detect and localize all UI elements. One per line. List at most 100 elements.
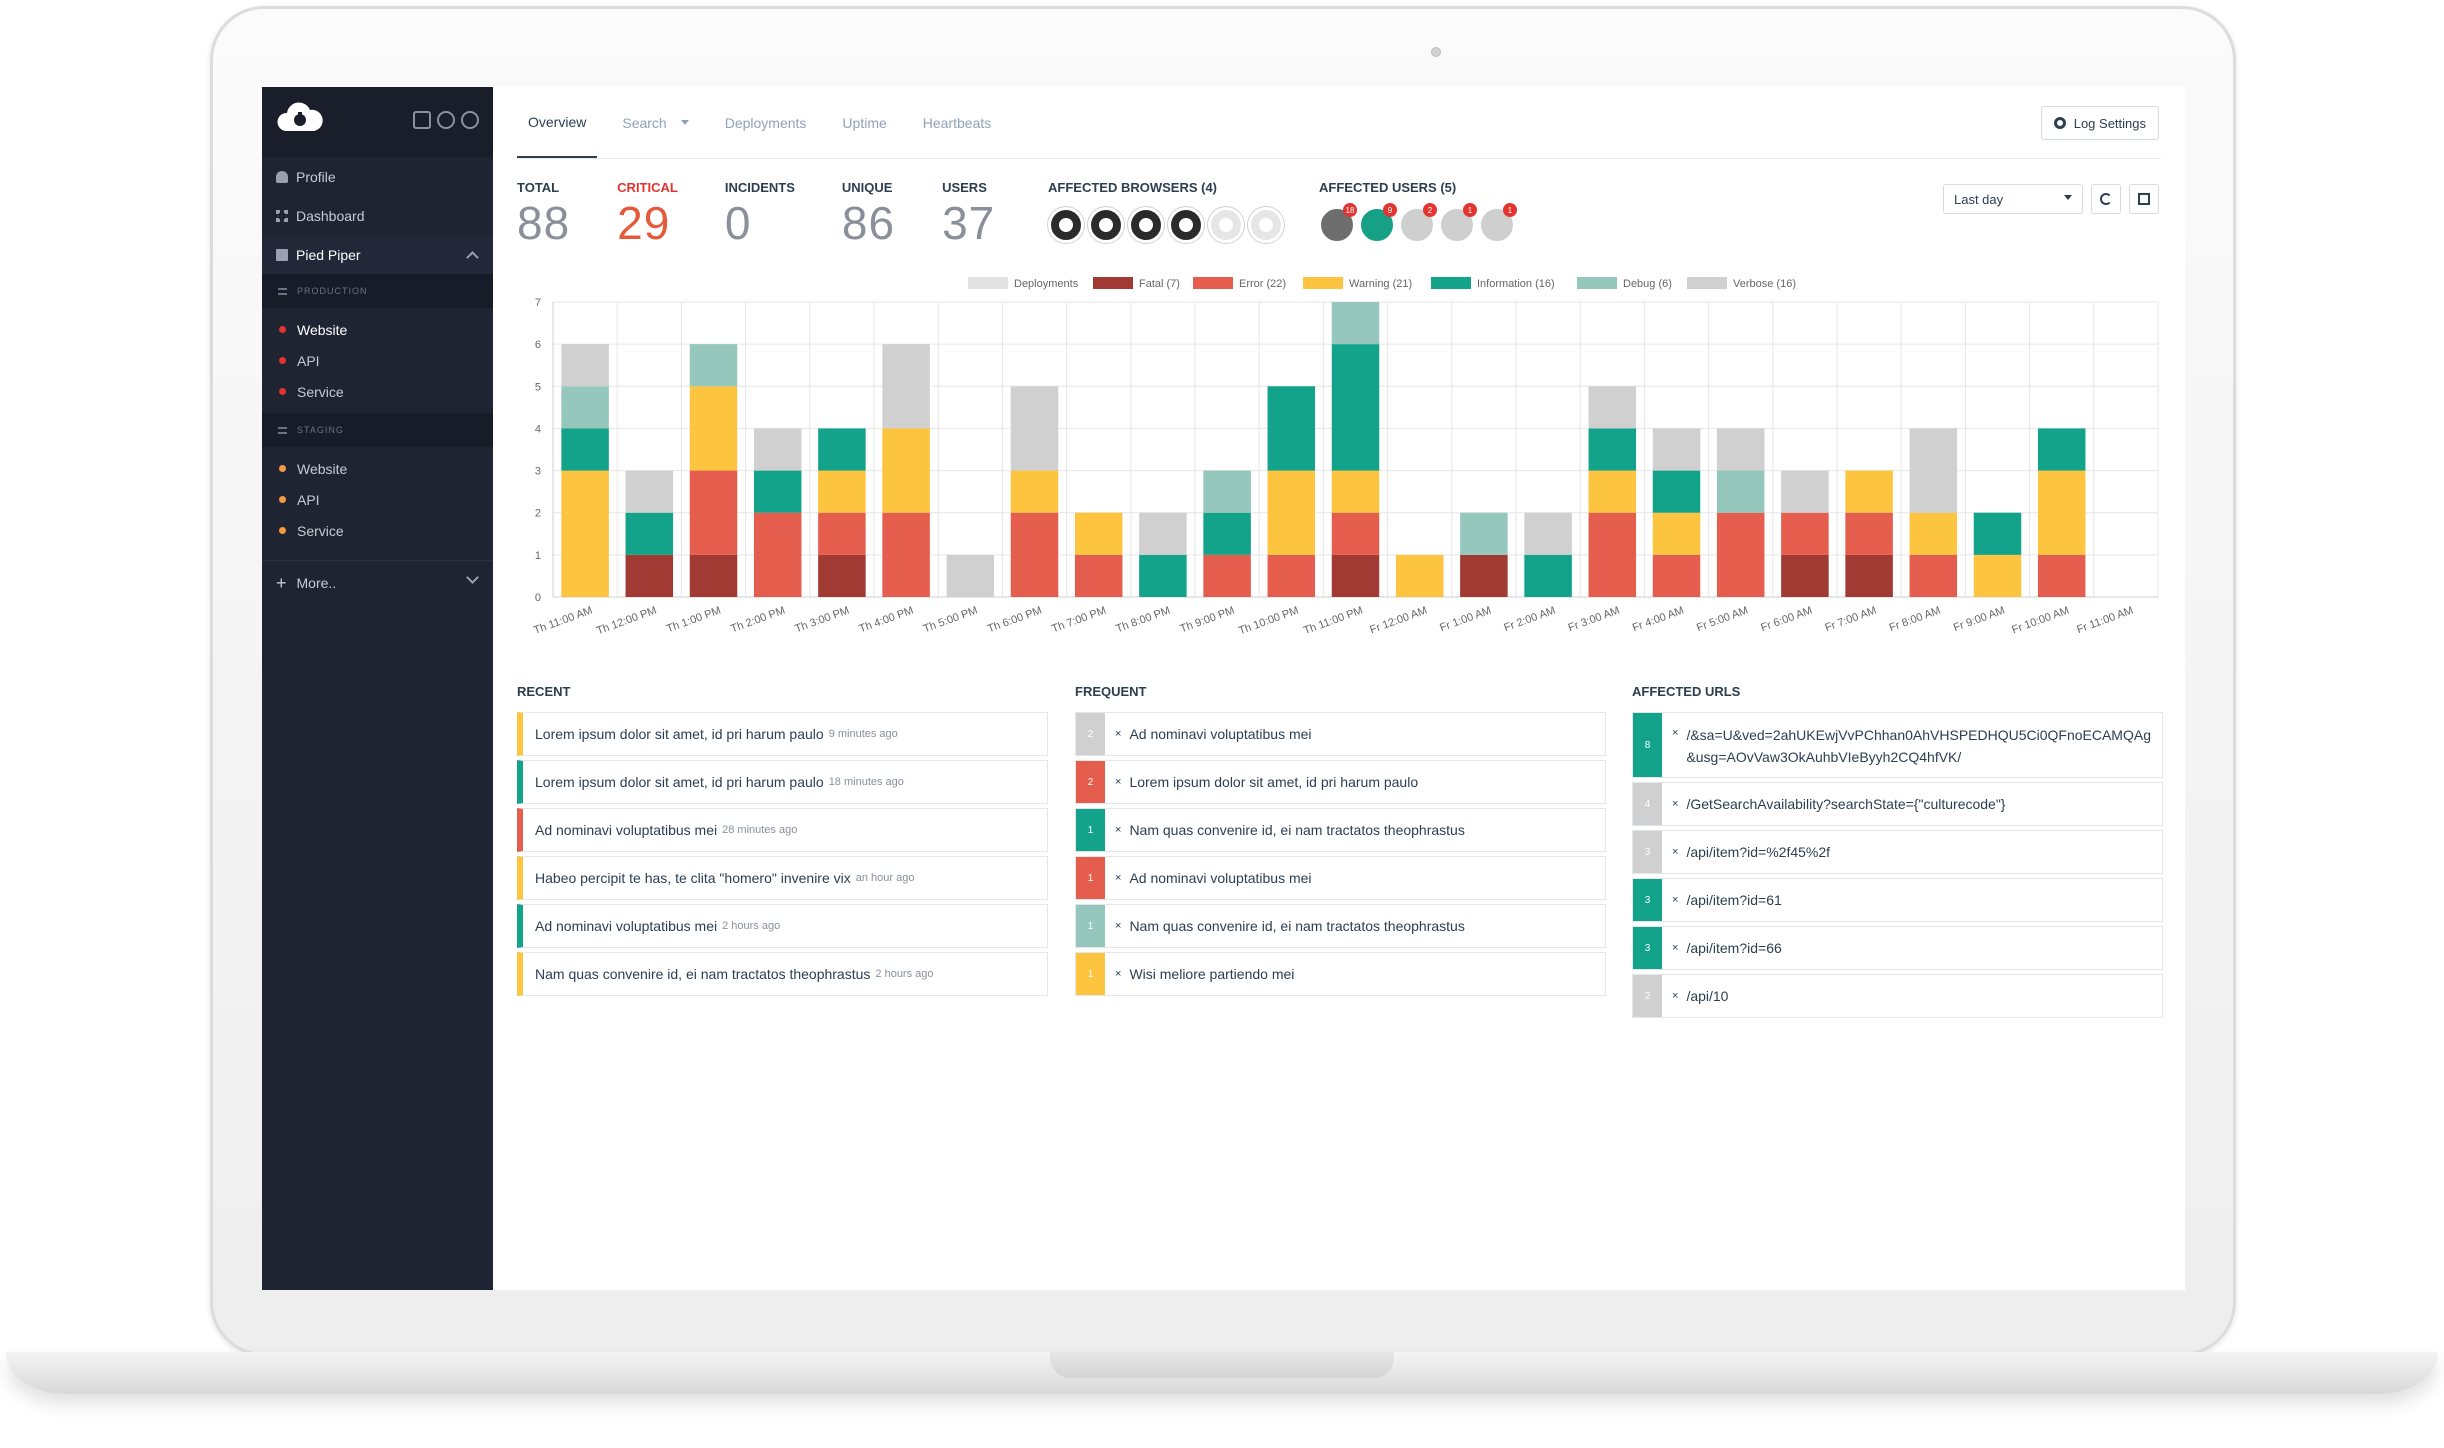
close-icon[interactable]: × (1115, 824, 1122, 836)
close-icon[interactable]: × (1115, 968, 1122, 980)
bar-segment-fatal (689, 554, 738, 597)
bar-segment-error (882, 512, 930, 597)
legend-label: Debug (6) (1623, 278, 1672, 290)
cloud-bug-icon[interactable] (276, 99, 324, 139)
chrome-icon[interactable] (1048, 207, 1084, 243)
bar-segment-error (1716, 512, 1765, 597)
frequent-item[interactable]: 1 × Ad nominavi voluptatibus mei (1075, 856, 1606, 900)
affected-url-item-text: /api/10 (1686, 988, 1729, 1004)
bar-segment-verbose (1781, 470, 1829, 513)
affected-url-item[interactable]: 4 × /GetSearchAvailability?searchState={"c… (1632, 782, 2163, 826)
x-tick-label: Th 10:00 PM (1237, 605, 1300, 638)
safari-icon[interactable] (1248, 207, 1284, 243)
affected-url-item-text: /&sa=U&ved=2ahUKEwjVvPChhan0AhVHSPEDHQU5… (1686, 727, 2151, 765)
close-icon[interactable]: × (1672, 727, 1679, 739)
recent-item[interactable]: Ad nominavi voluptatibus mei 2 hours ago (517, 904, 1048, 948)
status-dot (279, 527, 286, 534)
affected-url-item-text: /GetSearchAvailability?searchState={"cul… (1686, 796, 2006, 812)
close-icon[interactable]: × (1672, 894, 1679, 906)
broadcast-icon[interactable] (461, 111, 479, 129)
user-avatar[interactable]: 1 (1479, 203, 1517, 243)
count-badge: 2 (1423, 203, 1437, 217)
close-icon[interactable]: × (1115, 920, 1122, 932)
help-icon[interactable] (437, 111, 455, 129)
recent-item[interactable]: Nam quas convenire id, ei nam tractatos … (517, 952, 1048, 996)
tab-search[interactable]: Search (611, 87, 699, 158)
stats-row: TOTAL 88 CRITICAL 29 INCIDENTS 0 UNIQUE 86 U… (517, 180, 1042, 247)
frequent-item[interactable]: 2 × Ad nominavi voluptatibus mei (1075, 712, 1606, 756)
close-icon[interactable]: × (1672, 990, 1679, 1002)
user-avatar[interactable]: 1 (1439, 203, 1477, 243)
y-tick-label: 1 (535, 550, 541, 562)
sidebar-item-project[interactable]: Pied Piper (262, 235, 493, 274)
stat-incidents[interactable]: INCIDENTS 0 (724, 180, 795, 249)
affected-url-item[interactable]: 3 × /api/item?id=66 (1632, 926, 2163, 970)
sidebar-item-profile[interactable]: Profile (262, 157, 493, 196)
user-avatar[interactable]: 2 (1399, 203, 1437, 243)
sidebar-sub-production-website[interactable]: Website (262, 314, 493, 345)
recent-item[interactable]: Lorem ipsum dolor sit amet, id pri harum… (517, 760, 1048, 804)
log-settings-button[interactable]: Log Settings (2040, 106, 2159, 140)
chevron-up-icon[interactable] (466, 251, 479, 264)
count-badge: 3 (1633, 927, 1662, 969)
tab-uptime[interactable]: Uptime (842, 114, 887, 131)
tab-deployments[interactable]: Deployments (724, 114, 807, 131)
close-icon[interactable]: × (1115, 872, 1122, 884)
frequent-item[interactable]: 2 × Lorem ipsum dolor sit amet, id pri har… (1075, 760, 1606, 804)
frequent-item[interactable]: 1 × Nam quas convenire id, ei nam tractato… (1075, 808, 1606, 852)
y-tick-label: 2 (535, 508, 541, 520)
stat-total[interactable]: TOTAL 88 (517, 180, 571, 249)
affected-url-item[interactable]: 8 × /&sa=U&ved=2ahUKEwjVvPChhan0AhVHSPEDHQ… (1632, 712, 2163, 778)
recent-item[interactable]: Ad nominavi voluptatibus mei 28 minutes a… (517, 808, 1048, 852)
close-icon[interactable]: × (1115, 728, 1122, 740)
sidebar-sub-staging-api[interactable]: API (262, 484, 493, 515)
affected-browsers: AFFECTED BROWSERS (4) (1048, 180, 1284, 243)
user-avatar[interactable]: 18 (1319, 203, 1357, 243)
stat-users[interactable]: USERS 37 (942, 180, 996, 249)
sidebar-item-more[interactable]: + More.. (262, 561, 493, 605)
bar-segment-error (1652, 554, 1701, 597)
sidebar-sub-staging-service[interactable]: Service (262, 515, 493, 546)
close-icon[interactable]: × (1115, 776, 1122, 788)
recent-item[interactable]: Lorem ipsum dolor sit amet, id pri harum… (517, 712, 1048, 756)
sidebar-item-dashboard[interactable]: Dashboard (262, 196, 493, 235)
sidebar-sub-staging-website[interactable]: Website (262, 453, 493, 484)
sidebar-sub-production-api[interactable]: API (262, 345, 493, 376)
stat-critical[interactable]: CRITICAL 29 (617, 180, 678, 249)
affected-url-item[interactable]: 2 × /api/10 (1632, 974, 2163, 1018)
recent-item[interactable]: Habeo percipit te has, te clita "homero"… (517, 856, 1048, 900)
x-tick-label: Th 7:00 PM (1050, 605, 1108, 636)
fullscreen-button[interactable] (2129, 184, 2159, 214)
recent-item-time: 2 hours ago (875, 968, 934, 980)
legend-swatch (968, 277, 1008, 289)
bar-segment-information (753, 470, 802, 513)
tab-overview[interactable]: Overview (517, 87, 598, 158)
affected-url-item[interactable]: 3 × /api/item?id=%2f45%2f (1632, 830, 2163, 874)
close-icon[interactable]: × (1672, 798, 1679, 810)
gift-icon[interactable] (413, 111, 431, 129)
tab-heartbeats[interactable]: Heartbeats (922, 114, 992, 131)
bar-segment-verbose (1588, 386, 1637, 429)
close-icon[interactable]: × (1672, 942, 1679, 954)
time-range-select[interactable]: Last day (1943, 184, 2083, 214)
frequent-item[interactable]: 1 × Wisi meliore partiendo mei (1075, 952, 1606, 996)
frequent-item[interactable]: 1 × Nam quas convenire id, ei nam tractato… (1075, 904, 1606, 948)
legend-swatch (1577, 277, 1617, 289)
sidebar-sub-production-service[interactable]: Service (262, 376, 493, 407)
refresh-button[interactable] (2091, 184, 2121, 214)
affected-url-item[interactable]: 3 × /api/item?id=61 (1632, 878, 2163, 922)
status-dot (279, 388, 286, 395)
close-icon[interactable]: × (1672, 846, 1679, 858)
firefox-icon[interactable] (1088, 207, 1124, 243)
opera-icon[interactable] (1208, 207, 1244, 243)
chevron-down-icon[interactable] (466, 571, 479, 584)
edge-icon[interactable] (1128, 207, 1164, 243)
x-tick-label: Fr 3:00 AM (1567, 605, 1622, 635)
bar-segment-information (1203, 512, 1251, 555)
bar-segment-error (2037, 554, 2086, 597)
ie-icon[interactable] (1168, 207, 1204, 243)
user-avatar[interactable]: 9 (1359, 203, 1397, 243)
x-tick-label: Fr 4:00 AM (1631, 605, 1686, 635)
stat-unique[interactable]: UNIQUE 86 (841, 180, 896, 249)
laptop-notch (1050, 1352, 1394, 1378)
